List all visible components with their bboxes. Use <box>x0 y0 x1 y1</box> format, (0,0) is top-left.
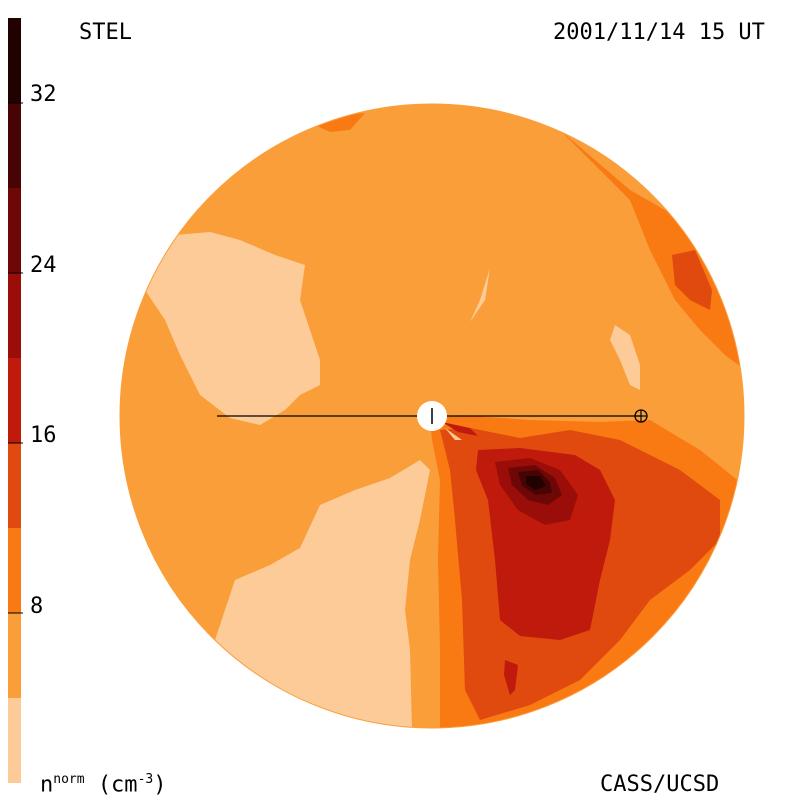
near-sun-streak <box>442 422 478 436</box>
colorbar-level-4 <box>8 358 21 443</box>
credit-label: CASS/UCSD <box>600 772 720 797</box>
colorbar-unit-label: nnorm (cm-3) <box>40 772 167 798</box>
low-density-region-west <box>145 232 320 425</box>
colorbar-level-2 <box>8 528 21 613</box>
colorbar-level-8 <box>8 18 21 103</box>
low-density-region-southwest <box>215 460 430 728</box>
colorbar-level-5 <box>8 273 21 358</box>
mid-density-north <box>315 113 365 132</box>
core-density-spot <box>504 660 518 695</box>
peak-core <box>526 476 546 490</box>
high-density-spot-northeast <box>672 250 712 310</box>
colorbar-tick-8: 8 <box>30 594 44 619</box>
near-sun-light-streak <box>445 428 462 440</box>
colorbar-tick-24: 24 <box>30 253 57 278</box>
colorbar-level-3 <box>8 443 21 528</box>
colorbar-tick-16: 16 <box>30 423 57 448</box>
earth-icon <box>634 409 648 423</box>
colorbar-level-1 <box>8 613 21 698</box>
instrument-label: STEL <box>79 20 132 45</box>
mid-density-northeast <box>560 130 744 370</box>
low-density-spot-east <box>610 325 640 390</box>
colorbar-level-6 <box>8 188 21 273</box>
disk-edge <box>119 103 745 729</box>
colorbar-level-7 <box>8 103 21 188</box>
timestamp-label: 2001/11/14 15 UT <box>553 20 765 45</box>
colorbar-tick-32: 32 <box>30 82 57 107</box>
colorbar-level-0 <box>8 698 21 783</box>
colorbar <box>8 18 23 783</box>
